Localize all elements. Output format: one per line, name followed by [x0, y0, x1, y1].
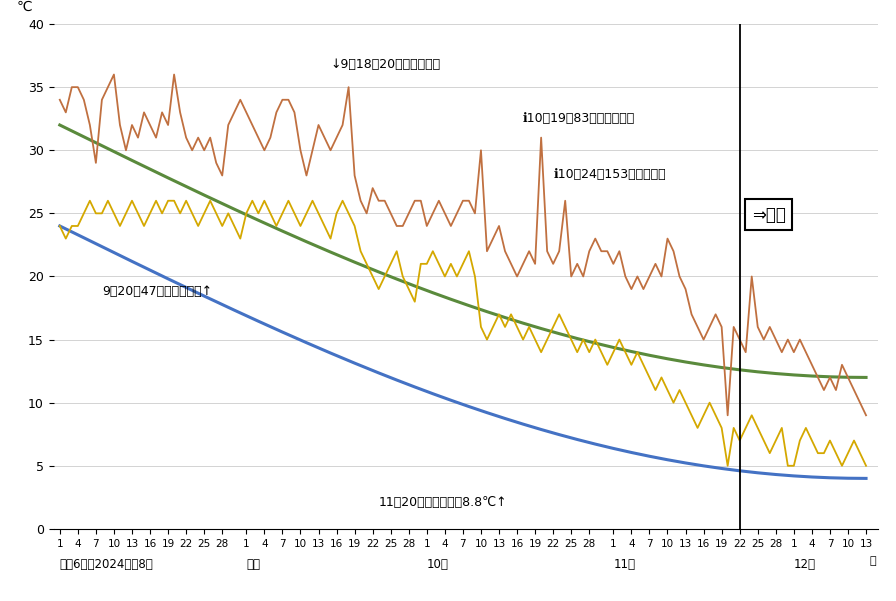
Text: ℃: ℃ [17, 0, 32, 14]
Text: 11月: 11月 [614, 558, 635, 571]
Text: ↓9月18日20回目の猛暑日: ↓9月18日20回目の猛暑日 [331, 58, 441, 71]
Text: 令和6年（2024年）8月: 令和6年（2024年）8月 [60, 558, 153, 571]
Text: ℹ10月19日83回目の真夏日: ℹ10月19日83回目の真夏日 [523, 112, 635, 126]
Text: 日: 日 [869, 556, 875, 566]
Text: ９月: ９月 [246, 558, 261, 571]
Text: 10月: 10月 [426, 558, 449, 571]
Text: ⇒予報: ⇒予報 [752, 206, 786, 224]
Text: 11月20日の最高気温8.8℃↑: 11月20日の最高気温8.8℃↑ [379, 496, 507, 509]
Text: 12月: 12月 [794, 558, 816, 571]
Text: ℹ10月24日153回目の夏日: ℹ10月24日153回目の夏日 [553, 168, 666, 181]
Text: 9月20日47回目の熱帯夜↑: 9月20日47回目の熱帯夜↑ [102, 285, 212, 298]
